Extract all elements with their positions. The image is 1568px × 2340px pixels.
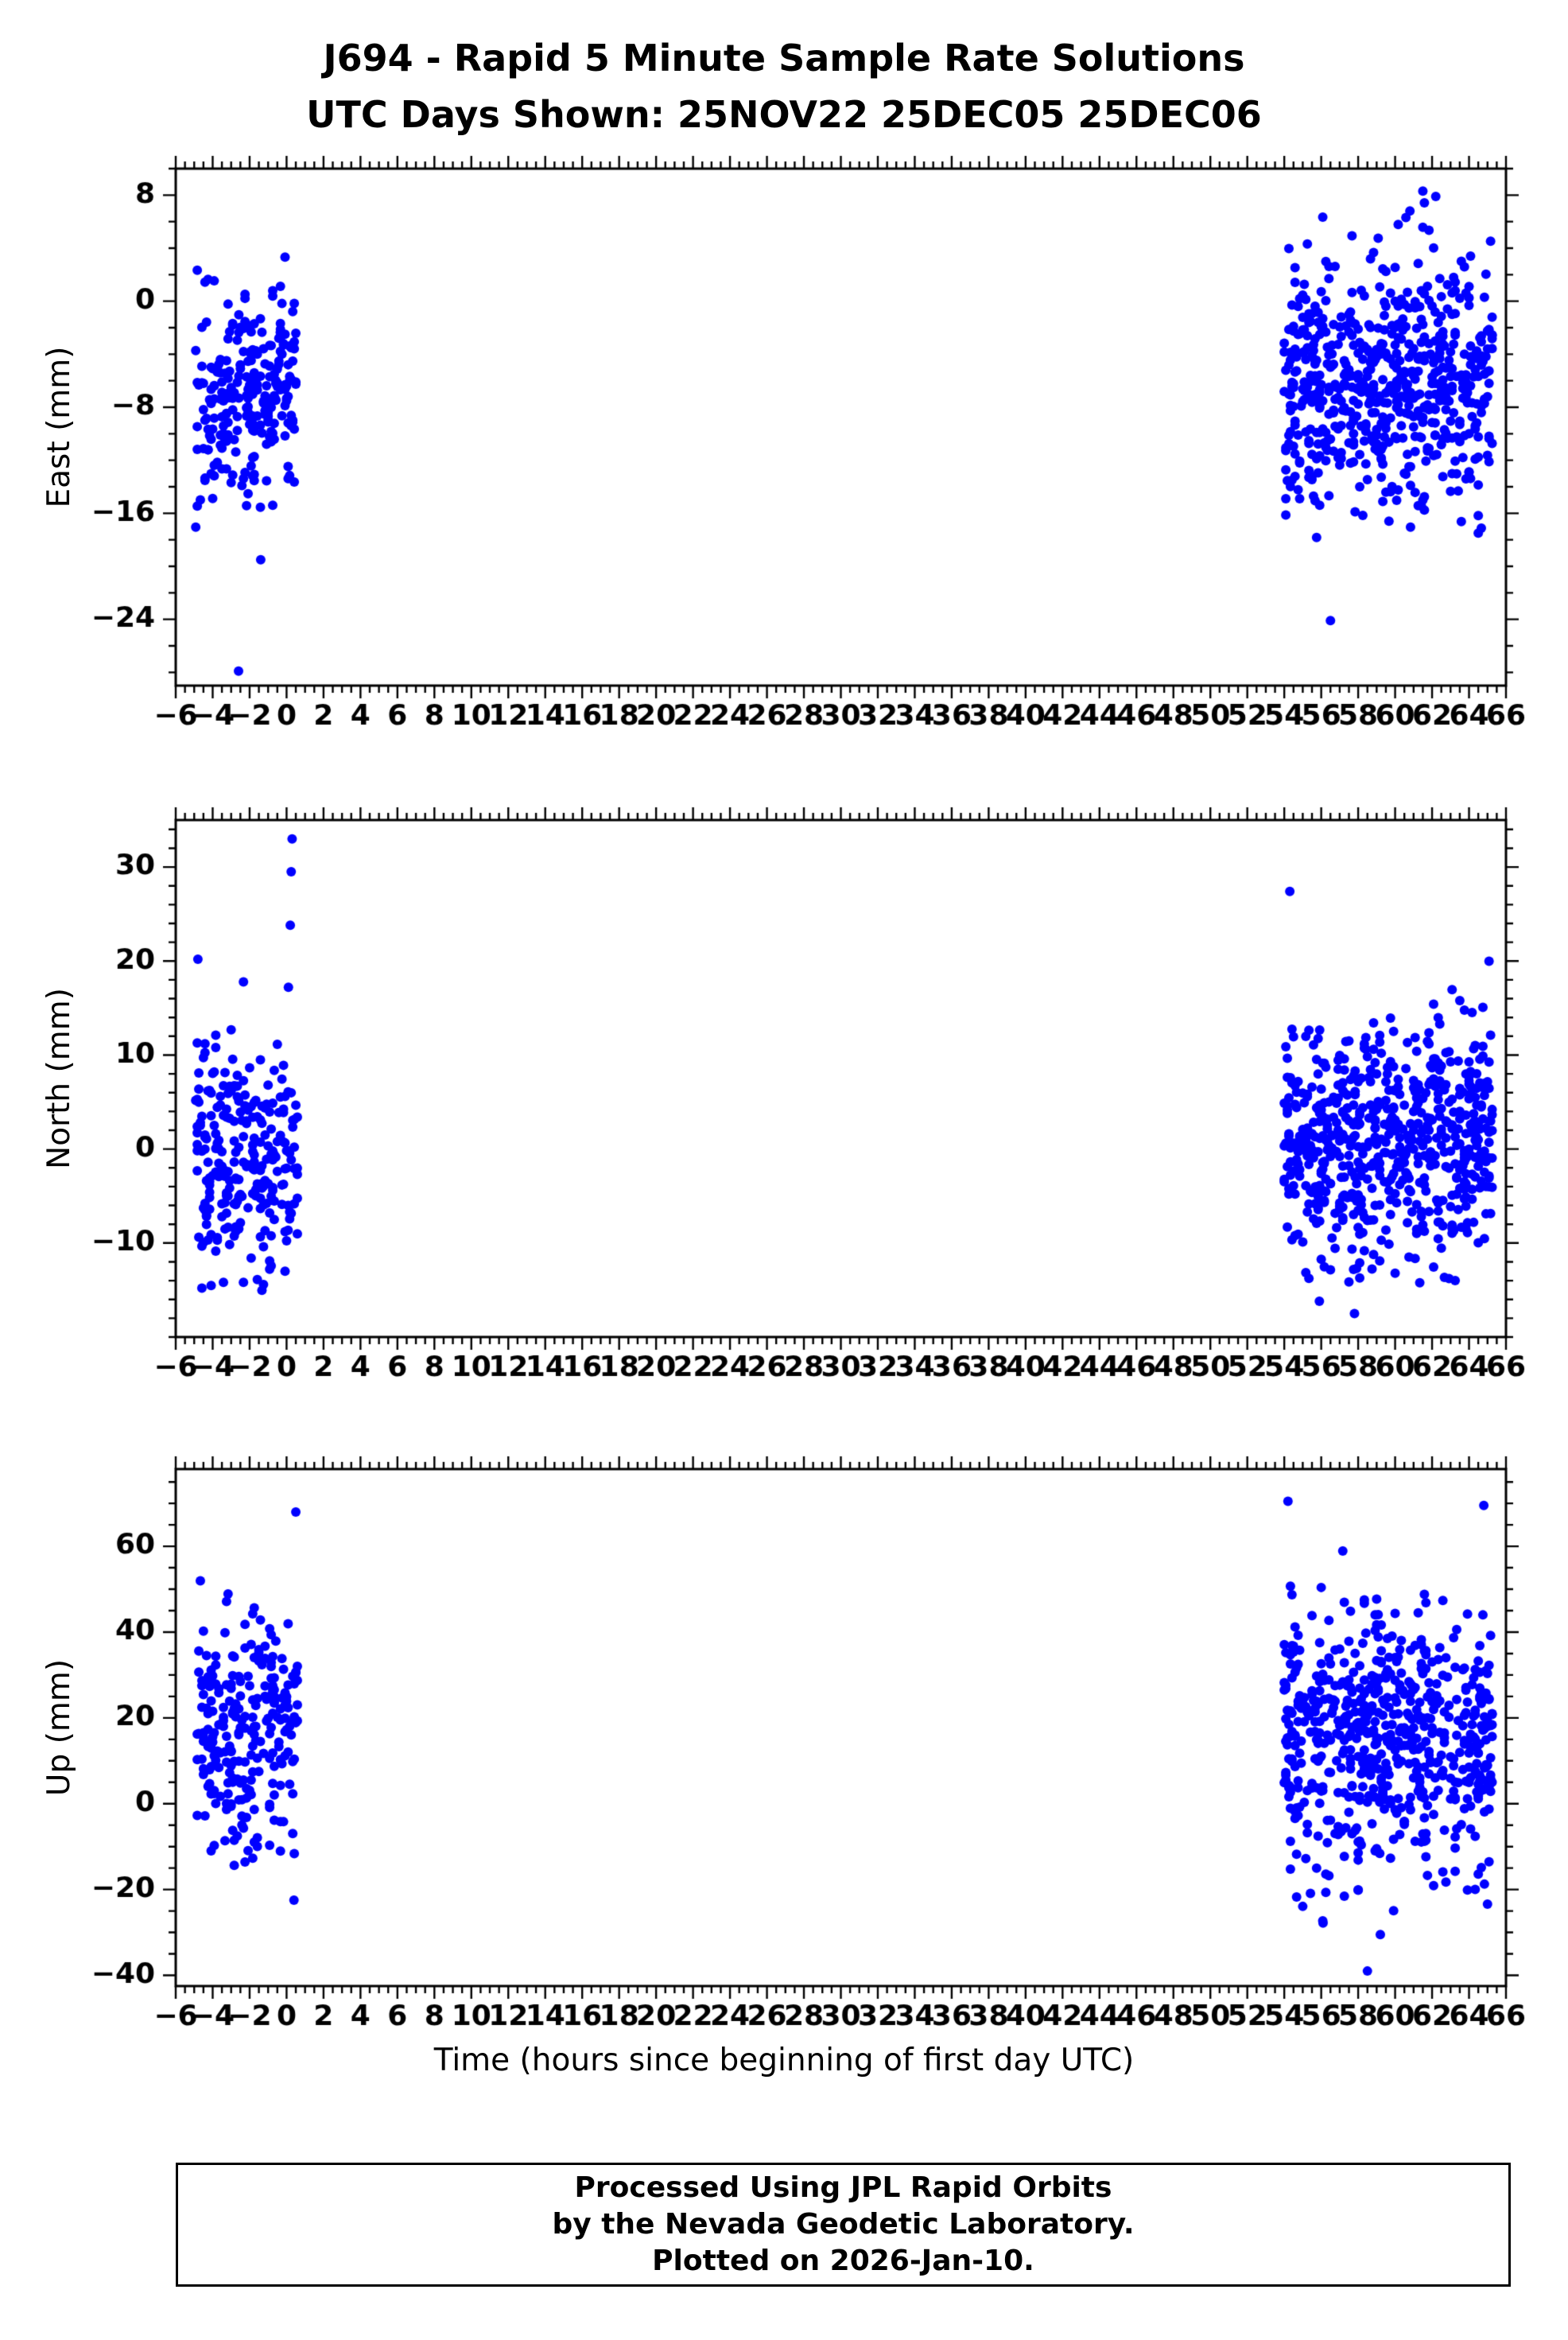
y-axis-title-north: North (mm) (41, 988, 77, 1169)
page-title: J694 - Rapid 5 Minute Sample Rate Soluti… (0, 30, 1568, 144)
footer-line1: Processed Using JPL Rapid Orbits (574, 2171, 1112, 2204)
y-axis-title-east: East (mm) (41, 346, 77, 508)
page-title-line1: J694 - Rapid 5 Minute Sample Rate Soluti… (323, 37, 1245, 80)
footer-box: Processed Using JPL Rapid Orbits by the … (176, 2163, 1511, 2287)
footer-line2: by the Nevada Geodetic Laboratory. (552, 2207, 1135, 2241)
footer-line3: Plotted on 2026-Jan-10. (652, 2245, 1034, 2278)
y-axis-title-up: Up (mm) (41, 1658, 77, 1797)
page-title-line2: UTC Days Shown: 25NOV22 25DEC05 25DEC06 (306, 93, 1262, 137)
x-axis-title: Time (hours since beginning of first day… (433, 2043, 1135, 2078)
